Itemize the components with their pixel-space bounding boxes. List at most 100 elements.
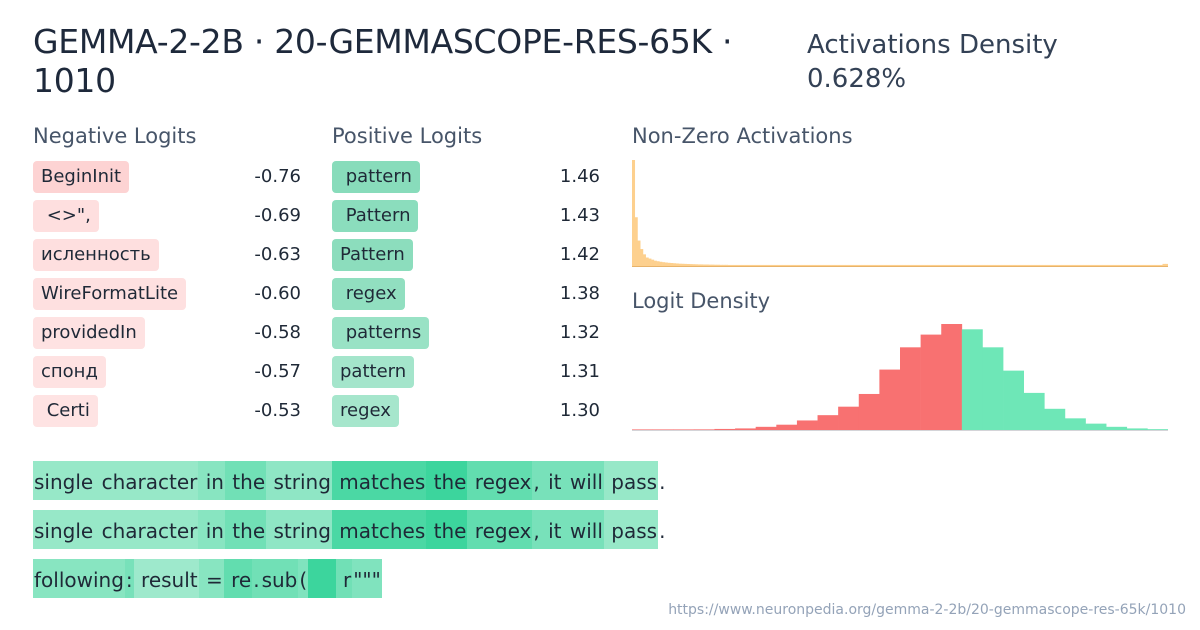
histogram-bar [1107, 264, 1111, 266]
example-token: , [532, 461, 541, 500]
histogram-bar [858, 264, 863, 266]
density-value: 0.628% [807, 64, 907, 94]
histogram-bar [842, 264, 846, 266]
histogram-bar [1028, 264, 1032, 266]
histogram-bar [905, 264, 909, 266]
histogram-bar [1047, 264, 1051, 266]
activation-example: single character in the string matches t… [33, 461, 666, 500]
example-token: . [659, 519, 666, 543]
histogram-bar [771, 264, 775, 266]
histogram-bar [921, 264, 925, 266]
histogram-bar [1050, 264, 1054, 266]
positive-logit-token: pattern [332, 161, 420, 193]
negative-logit-row: <>", -0.69 [33, 199, 301, 238]
histogram-bar [653, 260, 657, 266]
histogram-bar [689, 264, 693, 266]
positive-logit-value: 1.31 [559, 361, 600, 382]
example-token: it [540, 510, 563, 549]
negative-logits-list: BeginInit -0.76 <>", -0.69 исленность -0.63 W… [33, 160, 301, 433]
histogram-bar [1085, 264, 1089, 266]
histogram-bar [1014, 264, 1018, 266]
histogram-bar [1064, 264, 1068, 266]
example-token: string [266, 461, 332, 500]
histogram-bar [807, 264, 811, 266]
negative-logit-token: Certi [33, 395, 98, 427]
histogram-bar [796, 264, 800, 266]
histogram-bar [838, 406, 860, 430]
histogram-bar [845, 264, 849, 266]
histogram-bar [632, 429, 653, 430]
histogram-bar [834, 264, 838, 266]
histogram-bar [708, 264, 712, 266]
histogram-bar [867, 264, 871, 266]
histogram-bar [941, 264, 945, 266]
histogram-bar [949, 264, 953, 266]
histogram-bar [727, 264, 731, 266]
activation-example: following: result = re. sub( r """ [33, 559, 666, 598]
density-label: Activations Density [807, 30, 1058, 60]
histogram-bar [1147, 429, 1168, 430]
histogram-bar [787, 264, 791, 266]
histogram-bar [815, 264, 819, 266]
histogram-bar [714, 428, 736, 430]
negative-logits-heading: Negative Logits [33, 124, 197, 148]
histogram-bar [823, 264, 827, 266]
histogram-bar [1121, 264, 1125, 266]
histogram-bar [872, 264, 876, 266]
histogram-bar [987, 264, 991, 266]
negative-logit-token: <>", [33, 200, 99, 232]
histogram-bar [831, 264, 835, 266]
histogram-bar [1058, 264, 1062, 266]
positive-logits-heading: Positive Logits [332, 124, 483, 148]
histogram-bar [916, 264, 920, 266]
histogram-bar [1012, 264, 1016, 266]
histogram-bar [837, 264, 841, 266]
negative-logit-row: providedIn -0.58 [33, 316, 301, 355]
example-token: in [198, 510, 225, 549]
histogram-bar [1039, 264, 1043, 266]
histogram-bar [1023, 392, 1045, 430]
histogram-bar [1072, 264, 1076, 266]
histogram-bar [961, 329, 983, 430]
histogram-bar [774, 264, 778, 266]
histogram-bar [1132, 264, 1136, 266]
positive-logit-token: Pattern [332, 239, 413, 271]
histogram-bar [673, 263, 677, 266]
example-token: character [94, 461, 199, 500]
histogram-bar [1116, 264, 1120, 266]
histogram-bar [1020, 264, 1024, 266]
histogram-bar [1080, 264, 1084, 266]
histogram-bar [705, 264, 709, 266]
histogram-bar [962, 264, 966, 266]
histogram-bar [757, 264, 761, 266]
positive-logit-token: regex [332, 395, 399, 427]
histogram-bar [1102, 264, 1106, 266]
example-token: in [198, 461, 225, 500]
example-token: : [124, 559, 134, 598]
histogram-bar [853, 264, 857, 266]
negative-logit-row: WireFormatLite -0.60 [33, 277, 301, 316]
positive-logit-token: Pattern [332, 200, 419, 232]
histogram-bar [640, 249, 644, 266]
negative-logit-row: исленность -0.63 [33, 238, 301, 277]
histogram-bar [763, 264, 767, 266]
histogram-bar [782, 264, 786, 266]
negative-logit-value: -0.76 [254, 166, 301, 187]
negative-logit-token: providedIn [33, 317, 145, 349]
histogram-bar [681, 263, 685, 266]
histogram-bar [869, 264, 873, 266]
histogram-bar [801, 264, 805, 266]
histogram-bar [733, 264, 737, 266]
histogram-bar [1042, 264, 1046, 266]
negative-logit-value: -0.60 [254, 283, 301, 304]
histogram-bar [1096, 264, 1100, 266]
positive-logits-list: pattern 1.46 Pattern 1.43 Pattern 1.42 regex… [332, 160, 600, 433]
histogram-bar [790, 264, 794, 266]
histogram-bar [1034, 264, 1038, 266]
negative-logit-token: спонд [33, 356, 106, 388]
histogram-bar [886, 264, 890, 266]
example-token: following [33, 559, 125, 598]
histogram-bar [1148, 264, 1152, 266]
example-token: """ [352, 559, 382, 598]
histogram-bar [1135, 264, 1139, 266]
